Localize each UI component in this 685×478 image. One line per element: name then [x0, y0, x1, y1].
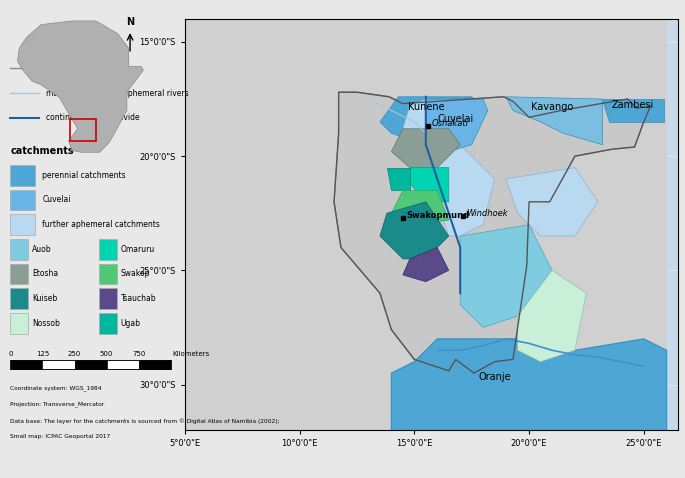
Text: Cuvelai: Cuvelai [438, 114, 474, 124]
Polygon shape [380, 97, 488, 145]
Text: Auob: Auob [32, 245, 51, 254]
Text: 0: 0 [8, 351, 12, 357]
Text: 750: 750 [132, 351, 145, 357]
Bar [107, 360, 138, 369]
Bar [99, 264, 117, 284]
Bar [99, 239, 117, 260]
Polygon shape [391, 129, 460, 168]
Bar [10, 165, 36, 185]
Text: Etosha: Etosha [32, 270, 58, 279]
Text: Cuvelai: Cuvelai [42, 196, 71, 205]
Polygon shape [403, 99, 426, 145]
Bar [42, 360, 75, 369]
Text: Windhoek: Windhoek [466, 208, 508, 217]
Text: Nossob: Nossob [32, 319, 60, 328]
Polygon shape [17, 21, 143, 152]
Polygon shape [391, 339, 667, 430]
Text: Zambesi: Zambesi [611, 100, 653, 110]
Polygon shape [403, 248, 449, 282]
Text: continental water divide: continental water divide [46, 113, 140, 122]
Text: Kavango: Kavango [531, 102, 573, 112]
Polygon shape [506, 97, 602, 145]
Bar [10, 190, 36, 210]
Polygon shape [391, 190, 449, 225]
Text: Kilometers: Kilometers [173, 351, 210, 357]
Polygon shape [414, 145, 495, 236]
Text: Kunene: Kunene [408, 102, 444, 112]
Text: namibian border: namibian border [46, 64, 110, 73]
Text: Omaruru: Omaruru [121, 245, 155, 254]
Bar [10, 239, 28, 260]
Text: 125: 125 [36, 351, 49, 357]
Polygon shape [460, 225, 552, 327]
Polygon shape [387, 168, 410, 190]
Bar [99, 288, 117, 309]
Bar [10, 313, 28, 334]
Bar [10, 264, 28, 284]
Polygon shape [426, 99, 488, 152]
Bar [99, 313, 117, 334]
Bar [138, 360, 171, 369]
Text: Small map: ICPAC Geoportal 2017: Small map: ICPAC Geoportal 2017 [10, 435, 111, 439]
Text: main perennial and ephemeral rivers: main perennial and ephemeral rivers [46, 88, 188, 98]
Text: Data base: The layer for the catchments is sourced from © Digital Atlas of Namib: Data base: The layer for the catchments … [10, 418, 280, 424]
Text: perennial catchments: perennial catchments [42, 171, 126, 180]
Text: Kuiseb: Kuiseb [32, 294, 57, 303]
Text: Oshakati: Oshakati [432, 120, 469, 129]
Polygon shape [602, 99, 664, 122]
Text: N: N [126, 17, 134, 27]
Polygon shape [380, 202, 449, 259]
Polygon shape [185, 19, 667, 430]
Polygon shape [410, 168, 449, 202]
Text: Swakop: Swakop [121, 270, 150, 279]
Text: Oranje: Oranje [478, 372, 511, 382]
Text: 250: 250 [68, 351, 81, 357]
Polygon shape [518, 271, 586, 362]
Bar [10, 360, 42, 369]
Polygon shape [334, 92, 651, 373]
Text: Coordinate system: WGS_1984: Coordinate system: WGS_1984 [10, 385, 102, 391]
Text: Tsauchab: Tsauchab [121, 294, 156, 303]
Text: Projection: Transverse_Mercator: Projection: Transverse_Mercator [10, 402, 105, 407]
Polygon shape [506, 168, 598, 236]
Text: 500: 500 [100, 351, 113, 357]
Text: Ugab: Ugab [121, 319, 141, 328]
Text: catchments: catchments [10, 146, 74, 156]
Bar [10, 215, 36, 235]
Text: further aphemeral catchments: further aphemeral catchments [42, 220, 160, 229]
Bar [75, 360, 107, 369]
Bar [10, 288, 28, 309]
Text: Swakopmund: Swakopmund [406, 211, 469, 220]
